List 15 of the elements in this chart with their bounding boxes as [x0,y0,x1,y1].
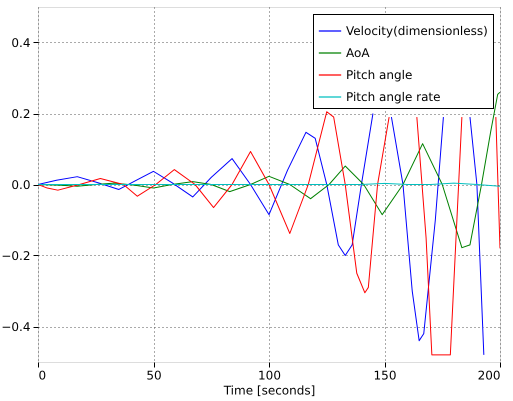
x-tick-label: 200 [478,368,500,382]
legend-label: Pitch angle [346,68,412,82]
x-tick-label: 100 [258,368,281,382]
y-tick-label: −0.4 [1,320,30,334]
y-tick-label: 0.0 [11,178,30,192]
x-axis-title: Time [seconds] [222,384,316,398]
x-tick-label: 150 [374,368,396,382]
legend-label: Pitch angle rate [346,90,441,104]
x-tick-label: 50 [146,368,162,382]
y-tick-label: −0.2 [1,249,30,263]
y-tick-label: 0.4 [11,36,30,50]
y-tick-label: 0.2 [11,107,30,121]
legend-label: AoA [346,46,370,60]
x-tick-label: 0 [38,368,46,382]
legend-label: Velocity(dimensionless) [346,24,488,38]
